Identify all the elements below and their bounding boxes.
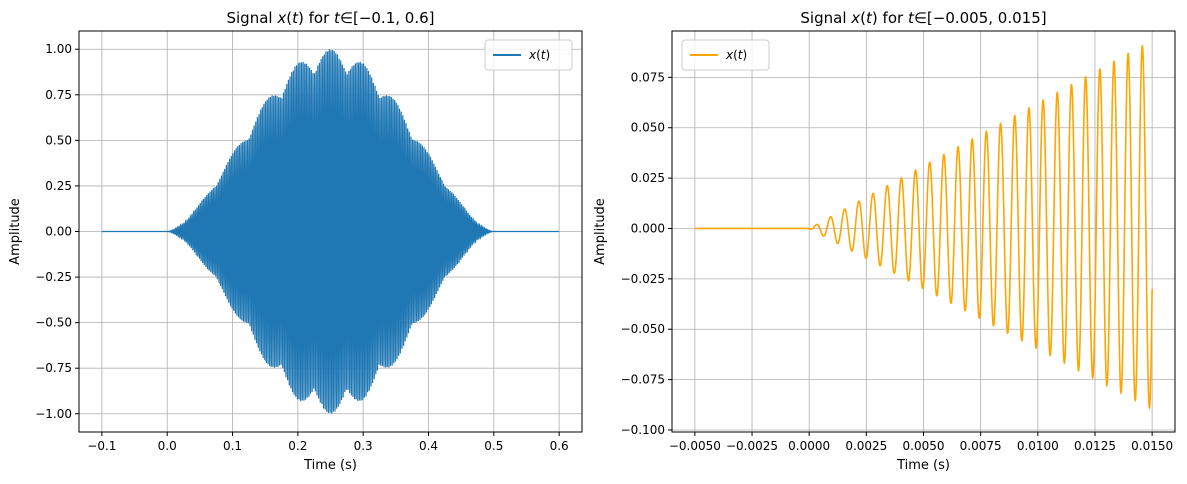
y-tick-label: 0.050 bbox=[631, 121, 665, 135]
y-tick-label: −0.75 bbox=[35, 361, 72, 375]
x-tick-label: 0.6 bbox=[550, 439, 569, 453]
chart-title: Signal x(t) for t∈[−0.005, 0.015] bbox=[800, 9, 1046, 27]
x-tick-label: 0.0100 bbox=[1017, 439, 1059, 453]
x-tick-label: −0.1 bbox=[87, 439, 116, 453]
x-tick-label: −0.0050 bbox=[669, 439, 721, 453]
x-tick-label: 0.0150 bbox=[1131, 439, 1173, 453]
y-tick-label: 0.025 bbox=[631, 171, 665, 185]
legend-box bbox=[681, 39, 770, 71]
y-tick-label: −0.050 bbox=[621, 322, 665, 336]
series-line-1 bbox=[101, 49, 560, 414]
x-tick-label: 0.1 bbox=[223, 439, 242, 453]
series-line-1 bbox=[694, 44, 1153, 410]
legend-box bbox=[484, 39, 573, 71]
y-tick-label: −0.075 bbox=[621, 373, 665, 387]
y-tick-label: 0.50 bbox=[45, 133, 72, 147]
x-tick-label: 0.0000 bbox=[788, 439, 830, 453]
x-tick-label: 0.0 bbox=[158, 439, 177, 453]
x-tick-label: −0.0025 bbox=[726, 439, 778, 453]
legend: x(t) bbox=[484, 39, 573, 71]
y-tick-label: 0.75 bbox=[45, 88, 72, 102]
legend-label: x(t) bbox=[725, 48, 747, 62]
x-tick-label: 0.5 bbox=[484, 439, 503, 453]
y-axis-label: Amplitude bbox=[593, 198, 608, 265]
x-tick-label: 0.4 bbox=[419, 439, 438, 453]
y-tick-label: −0.50 bbox=[35, 316, 72, 330]
y-tick-label: −0.100 bbox=[621, 423, 665, 437]
y-tick-label: −0.25 bbox=[35, 270, 72, 284]
y-tick-label: −1.00 bbox=[35, 407, 72, 421]
y-tick-label: 0.00 bbox=[45, 225, 72, 239]
y-tick-label: 0.075 bbox=[631, 70, 665, 84]
y-tick-label: −0.025 bbox=[621, 272, 665, 286]
chart-title: Signal x(t) for t∈[−0.1, 0.6] bbox=[226, 9, 434, 27]
x-tick-label: 0.3 bbox=[354, 439, 373, 453]
x-tick-label: 0.0075 bbox=[960, 439, 1002, 453]
y-tick-label: 0.000 bbox=[631, 221, 665, 235]
legend-label: x(t) bbox=[528, 48, 550, 62]
legend: x(t) bbox=[681, 39, 770, 71]
y-tick-label: 1.00 bbox=[45, 42, 72, 56]
y-tick-label: 0.25 bbox=[45, 179, 72, 193]
x-tick-label: 0.0125 bbox=[1074, 439, 1116, 453]
y-axis-label: Amplitude bbox=[8, 198, 23, 265]
chart-2: −0.0050 −0.0025 0.0000 0.0025 0.0050 0.0075 0.… bbox=[593, 9, 1176, 473]
x-tick-label: 0.2 bbox=[288, 439, 307, 453]
x-tick-label: 0.0050 bbox=[903, 439, 945, 453]
chart-1: −0.1 0.0 0.1 0.2 0.3 0.4 0.5 0.6 −1.00 −0.75 −0.50… bbox=[8, 9, 583, 473]
x-axis-label: Time (s) bbox=[896, 458, 950, 473]
x-axis-label: Time (s) bbox=[303, 458, 357, 473]
x-tick-label: 0.0025 bbox=[845, 439, 887, 453]
